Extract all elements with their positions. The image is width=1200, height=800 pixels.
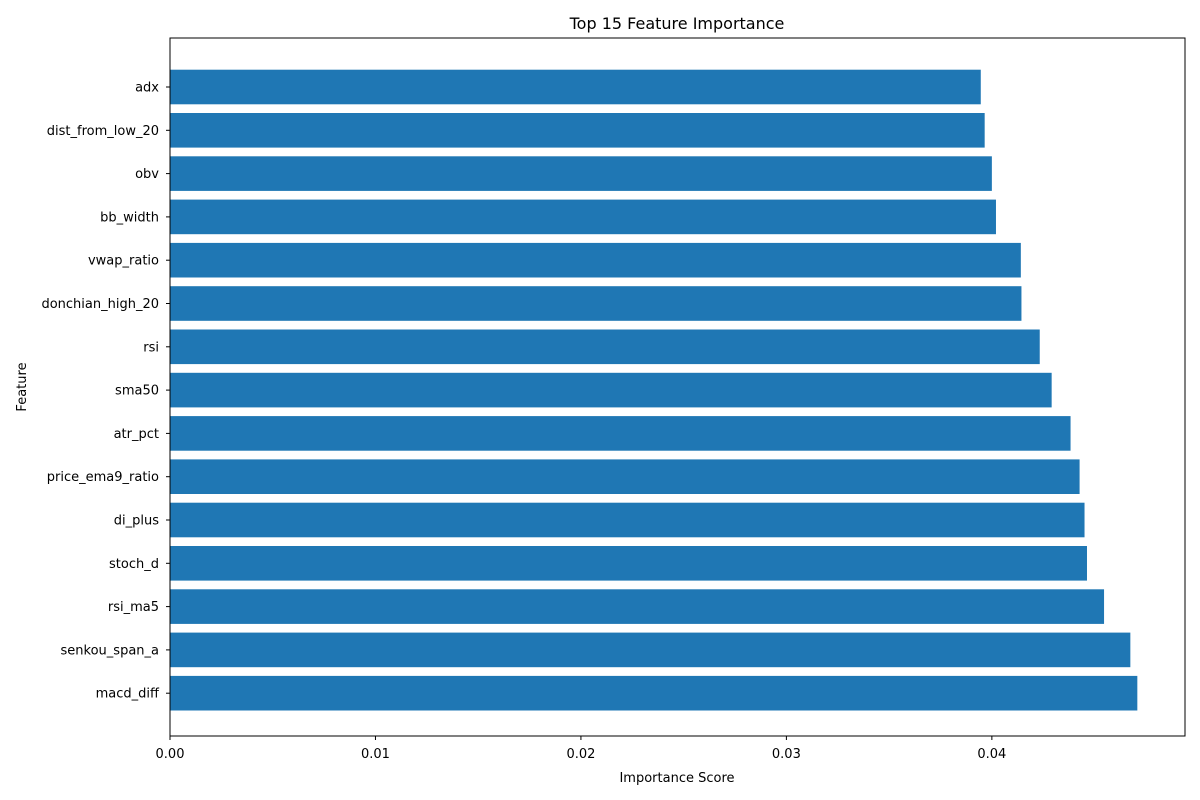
y-tick-label: di_plus	[114, 514, 159, 529]
bar-vwap-ratio	[170, 242, 1021, 278]
bar-bb-width	[170, 199, 996, 235]
x-tick-label: 0.02	[566, 747, 595, 762]
y-tick-label: rsi_ma5	[108, 600, 159, 615]
plot-frame	[169, 37, 1186, 737]
bar-donchian-high-20	[170, 286, 1022, 321]
bar-macd-diff	[170, 675, 1138, 711]
bar-senkou-span-a	[170, 632, 1131, 668]
x-axis: 0.00 0.01 0.02 0.03 0.04	[156, 736, 1006, 762]
y-tick-label: senkou_span_a	[61, 643, 159, 658]
y-tick-label: macd_diff	[96, 687, 160, 702]
bar-price-ema9-ratio	[170, 459, 1080, 494]
bar-di-plus	[170, 502, 1085, 538]
bar-dist-from-low-20	[170, 113, 985, 148]
y-tick-label: obv	[135, 167, 159, 182]
y-axis-label: Feature	[15, 362, 30, 411]
y-tick-label: atr_pct	[114, 427, 159, 442]
bars-group	[170, 69, 1138, 711]
y-tick-label: adx	[135, 81, 159, 96]
bar-obv	[170, 156, 992, 191]
bar-stoch-d	[170, 546, 1087, 581]
y-tick-label: stoch_d	[109, 557, 159, 572]
y-tick-label: dist_from_low_20	[47, 124, 159, 139]
x-tick-label: 0.04	[977, 747, 1006, 762]
x-tick-label: 0.01	[361, 747, 390, 762]
y-tick-label: donchian_high_20	[41, 297, 159, 312]
bar-rsi	[170, 329, 1040, 365]
y-tick-label: bb_width	[100, 210, 159, 225]
y-tick-label: sma50	[115, 384, 159, 399]
bar-rsi-ma5	[170, 589, 1105, 624]
x-axis-label: Importance Score	[619, 771, 734, 786]
bar-atr-pct	[170, 416, 1071, 451]
bar-sma50	[170, 372, 1052, 408]
y-tick-label: rsi	[143, 340, 159, 355]
x-tick-label: 0.03	[772, 747, 801, 762]
y-tick-label: vwap_ratio	[88, 254, 159, 269]
x-tick-label: 0.00	[156, 747, 185, 762]
bar-adx	[170, 69, 981, 105]
y-tick-label: price_ema9_ratio	[47, 470, 159, 485]
chart-title: Top 15 Feature Importance	[569, 14, 785, 33]
